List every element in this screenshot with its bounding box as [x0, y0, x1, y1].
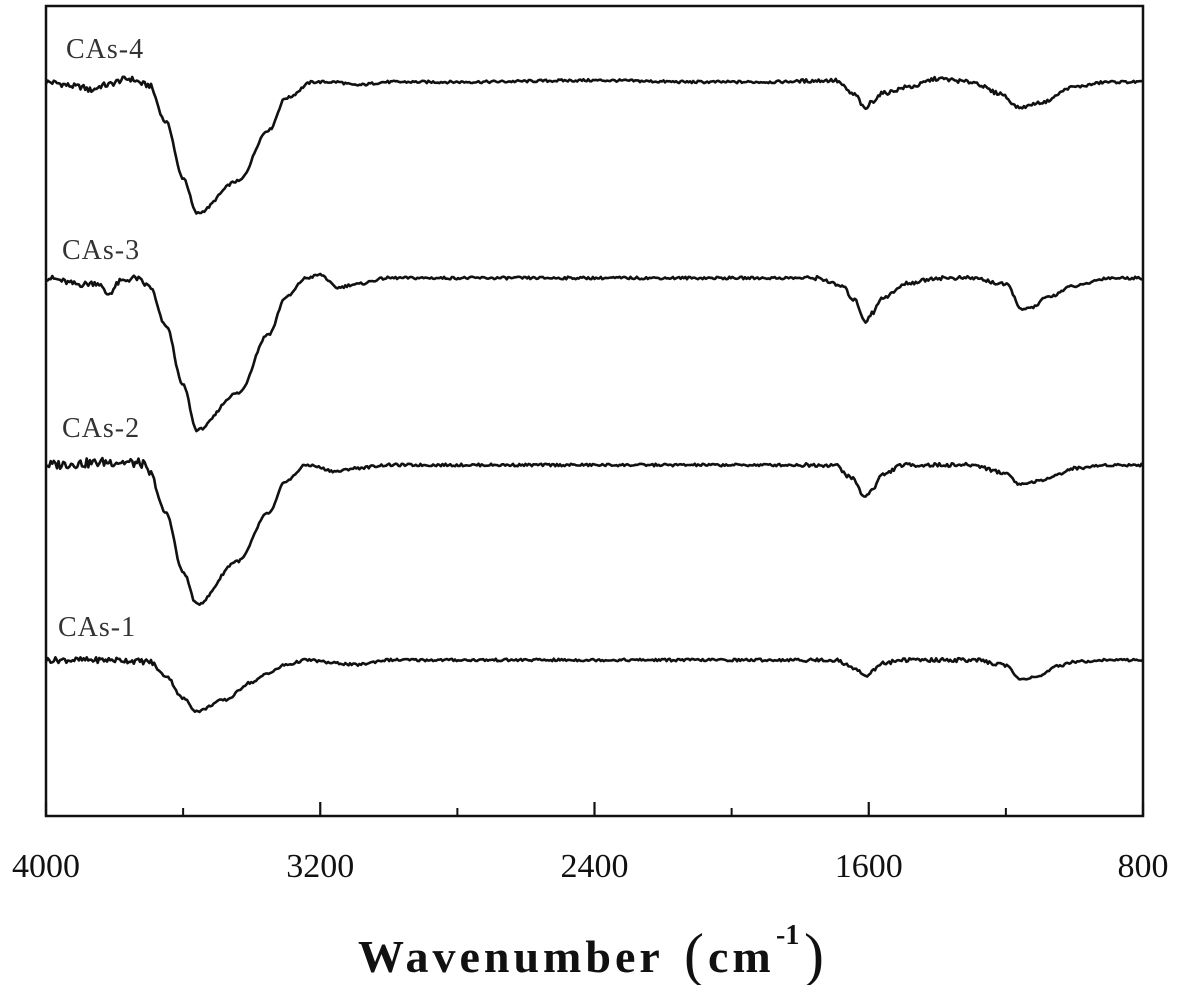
- series-labels: CAs-4 CAs-3 CAs-2 CAs-1: [58, 34, 144, 643]
- x-tick-label-800: 800: [1118, 848, 1169, 885]
- trace-cas-1: [44, 656, 1144, 714]
- trace-cas-4: [44, 75, 1144, 215]
- spectra-traces: [44, 75, 1145, 714]
- x-axis-title: Wavenumber ( cm -1 ): [358, 920, 824, 985]
- trace-cas-3: [45, 272, 1144, 433]
- x-axis-tick-labels: 4000 3200 2400 1600 800: [12, 848, 1169, 885]
- x-axis-label: Wavenumber: [358, 931, 664, 982]
- x-tick-label-3200: 3200: [286, 848, 354, 885]
- series-label-cas-1: CAs-1: [58, 612, 136, 643]
- x-axis-unit-exponent: -1: [776, 920, 799, 951]
- x-axis-unit-open-paren: (: [684, 922, 704, 985]
- series-label-cas-2: CAs-2: [62, 413, 140, 444]
- x-tick-label-4000: 4000: [12, 848, 80, 885]
- x-tick-label-1600: 1600: [835, 848, 903, 885]
- x-axis-ticks: [44, 802, 1145, 816]
- x-tick-label-2400: 2400: [561, 848, 629, 885]
- x-axis-unit-close-paren: ): [804, 922, 824, 985]
- x-axis-unit: cm: [708, 931, 775, 982]
- plot-frame: [44, 4, 1145, 818]
- series-label-cas-4: CAs-4: [66, 34, 144, 65]
- series-label-cas-3: CAs-3: [62, 235, 140, 266]
- trace-cas-2: [45, 456, 1145, 606]
